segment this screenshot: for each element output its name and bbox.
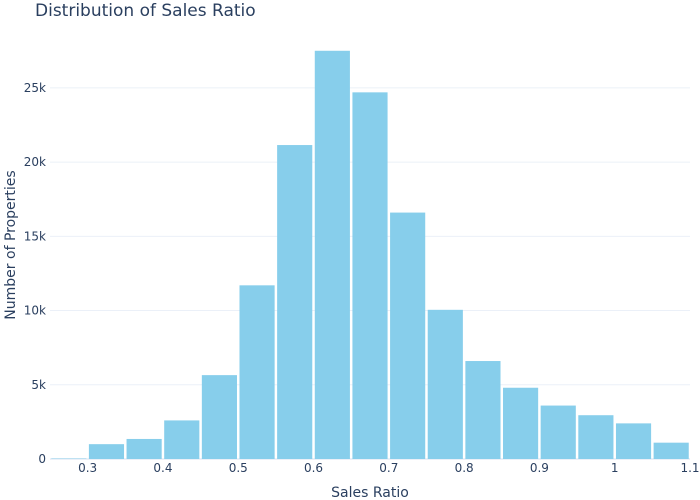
histogram-bar-14[interactable] xyxy=(578,415,614,459)
histogram-bar-3[interactable] xyxy=(164,420,200,459)
x-tick-label-3: 0.6 xyxy=(304,461,323,475)
x-tick-label-7: 1 xyxy=(611,461,619,475)
histogram-bar-15[interactable] xyxy=(615,423,652,459)
histogram-bar-10[interactable] xyxy=(427,309,463,459)
x-tick-label-8: 1.1 xyxy=(680,461,699,475)
x-tick-label-5: 0.8 xyxy=(455,461,474,475)
histogram-bar-1[interactable] xyxy=(88,444,125,459)
y-tick-label-5: 25k xyxy=(24,81,46,95)
x-tick-label-6: 0.9 xyxy=(530,461,549,475)
x-tick-label-4: 0.7 xyxy=(379,461,398,475)
histogram-bar-2[interactable] xyxy=(126,438,162,459)
y-tick-label-2: 10k xyxy=(24,304,46,318)
y-tick-label-1: 5k xyxy=(31,378,46,392)
histogram-bar-16[interactable] xyxy=(653,442,689,459)
x-axis-label: Sales Ratio xyxy=(331,485,409,500)
x-axis-ticks: 0.3 0.4 0.5 0.6 0.7 0.8 0.9 1 1.1 xyxy=(78,461,699,475)
histogram-bar-13[interactable] xyxy=(540,405,576,459)
histogram-bar-9[interactable] xyxy=(390,212,426,459)
histogram-bar-8[interactable] xyxy=(352,92,388,460)
histogram-bar-4[interactable] xyxy=(201,375,237,459)
bars xyxy=(51,50,689,460)
y-tick-label-0: 0 xyxy=(38,452,46,466)
histogram-bar-11[interactable] xyxy=(465,361,501,459)
x-tick-label-2: 0.5 xyxy=(229,461,248,475)
histogram-bar-7[interactable] xyxy=(314,50,350,459)
histogram-bar-5[interactable] xyxy=(239,285,275,459)
chart-title: Distribution of Sales Ratio xyxy=(35,1,256,21)
y-axis-ticks: 0 5k 10k 15k 20k 25k xyxy=(24,81,46,466)
histogram-bar-12[interactable] xyxy=(503,387,539,459)
y-axis-label: Number of Properties xyxy=(3,170,19,319)
y-tick-label-4: 20k xyxy=(24,155,46,169)
x-tick-label-0: 0.3 xyxy=(78,461,97,475)
x-tick-label-1: 0.4 xyxy=(153,461,172,475)
y-tick-label-3: 15k xyxy=(24,229,46,243)
histogram-bar-6[interactable] xyxy=(277,145,313,459)
